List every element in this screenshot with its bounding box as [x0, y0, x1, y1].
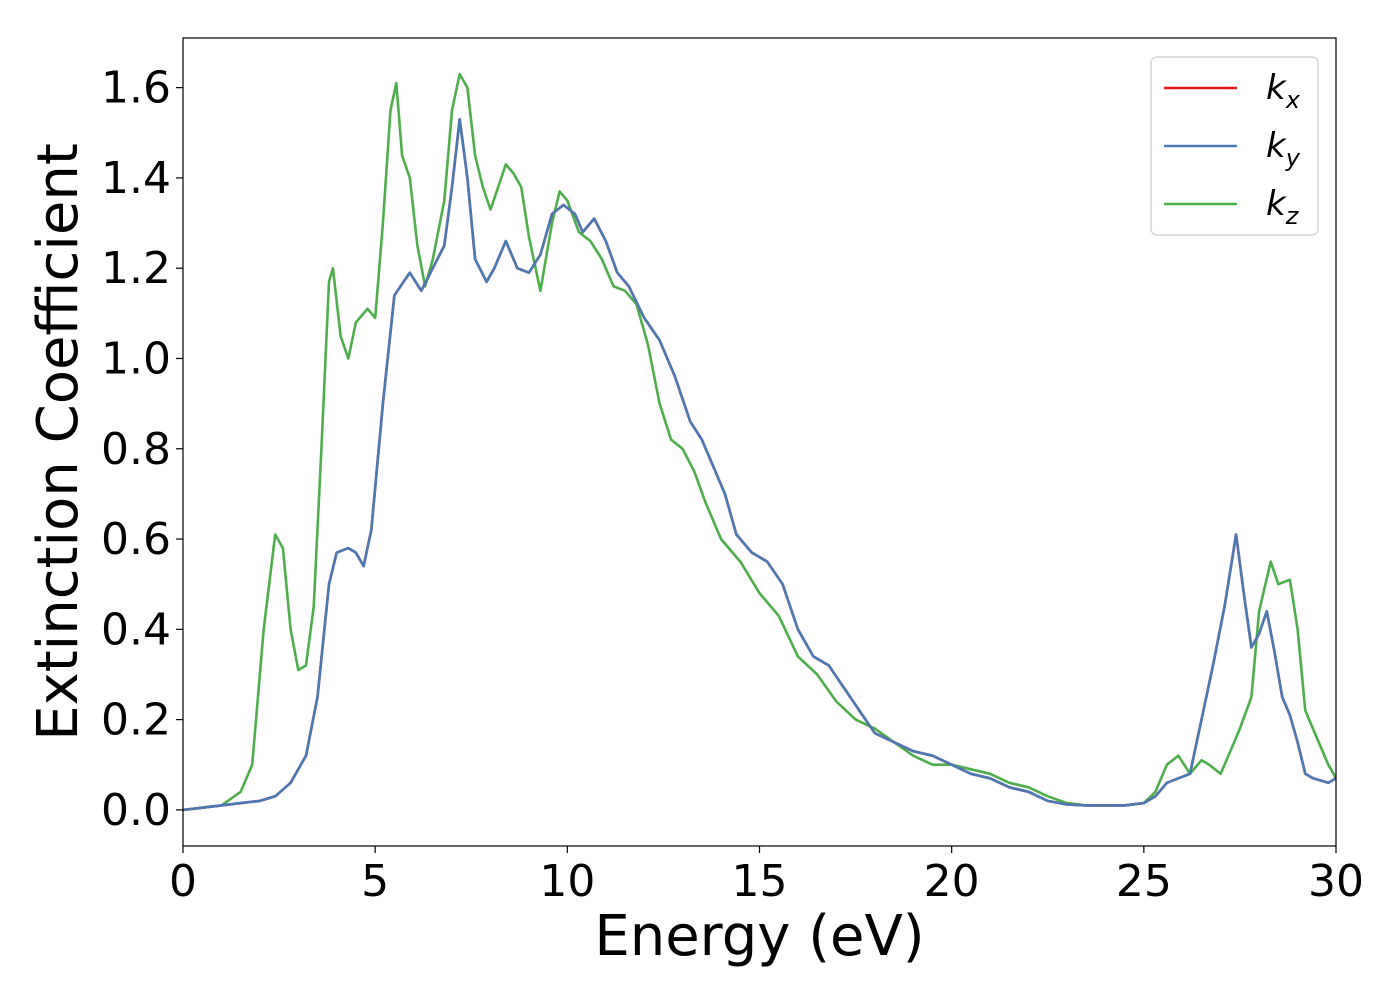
legend-label-subscript: x	[1285, 86, 1301, 114]
legend-label-base: k	[1266, 126, 1287, 166]
x-tick-label: 5	[361, 856, 389, 907]
x-tick-label: 10	[539, 856, 595, 907]
x-tick-label: 25	[1116, 856, 1172, 907]
x-tick-label: 0	[169, 856, 197, 907]
y-tick-label: 0.4	[101, 604, 171, 655]
series-layer	[183, 72, 1336, 812]
legend-label-subscript: y	[1285, 144, 1301, 172]
y-tick-label: 1.2	[101, 243, 171, 294]
legend-label-x: kx	[1266, 68, 1301, 114]
y-tick-label: 0.0	[101, 785, 171, 836]
y-tick-label: 1.4	[101, 153, 171, 204]
legend-label-z: kz	[1266, 184, 1300, 230]
y-tick-label: 1.0	[101, 333, 171, 384]
x-axis-title: Energy (eV)	[594, 904, 924, 969]
x-axis: 0 5 10 15 20 25 30	[169, 846, 1364, 907]
y-tick-label: 1.6	[101, 63, 171, 114]
y-axis: 0.0 0.2 0.4 0.6 0.8 1.0 1.2 1.4 1.6	[101, 63, 183, 836]
y-tick-label: 0.6	[101, 514, 171, 565]
y-tick-label: 0.8	[101, 424, 171, 475]
legend-label-base: k	[1266, 68, 1287, 108]
y-tick-label: 0.2	[101, 695, 171, 746]
x-tick-label: 30	[1308, 856, 1364, 907]
series-line-y	[183, 118, 1336, 812]
y-axis-title: Extinction Coefficient	[26, 143, 91, 741]
legend-label-base: k	[1266, 184, 1287, 224]
x-tick-label: 15	[732, 856, 788, 907]
legend-label-subscript: z	[1285, 202, 1300, 230]
x-tick-label: 20	[924, 856, 980, 907]
legend-label-y: ky	[1266, 126, 1301, 172]
